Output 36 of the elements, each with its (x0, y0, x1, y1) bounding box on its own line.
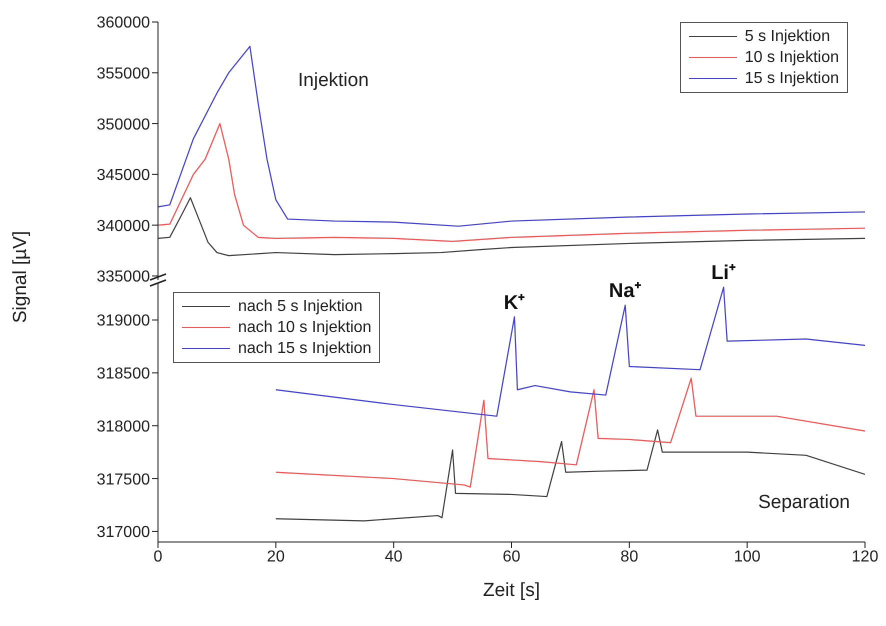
legend-label: 15 s Injektion (744, 69, 839, 89)
legend-label: nach 5 s Injektion (238, 297, 363, 317)
x-tick-label: 20 (266, 548, 285, 566)
y-tick-label: 355000 (96, 65, 150, 82)
y-tick-label: 360000 (96, 14, 150, 32)
y-tick-label: 317000 (96, 524, 150, 542)
legend-label: nach 10 s Injektion (238, 318, 372, 338)
line-series (158, 122, 865, 242)
y-tick-label: 318500 (96, 366, 150, 383)
annotation: Na⁺ (608, 280, 642, 302)
y-tick-label: 318000 (96, 418, 150, 436)
x-tick-label: 80 (620, 548, 638, 566)
annotation: Li⁺ (711, 262, 736, 284)
y-tick-label: 350000 (96, 116, 150, 134)
y-axis-title: Signal [µV] (10, 230, 32, 324)
annotation: K⁺ (504, 292, 526, 314)
y-tick-label: 335000 (96, 268, 150, 286)
x-tick-label: 0 (154, 548, 163, 566)
line-series (275, 429, 865, 522)
annotation: Injektion (298, 70, 369, 92)
x-axis-title: Zeit [s] (482, 580, 540, 601)
x-tick-label: 60 (502, 548, 520, 566)
y-tick-label: 319000 (96, 312, 150, 330)
line-series (275, 378, 865, 488)
annotation: Separation (758, 492, 850, 514)
line-series (158, 197, 865, 256)
y-tick-label: 345000 (96, 167, 150, 184)
x-tick-label: 120 (852, 548, 878, 566)
legend-label: nach 15 s Injektion (238, 339, 372, 359)
x-tick-label: 100 (734, 548, 761, 566)
x-tick-label: 40 (384, 548, 403, 566)
y-tick-label: 340000 (96, 218, 150, 235)
y-tick-label: 317500 (96, 471, 150, 488)
line-series (158, 46, 865, 227)
legend-label: 5 s Injektion (744, 27, 830, 47)
legend-label: 10 s Injektion (744, 48, 839, 68)
